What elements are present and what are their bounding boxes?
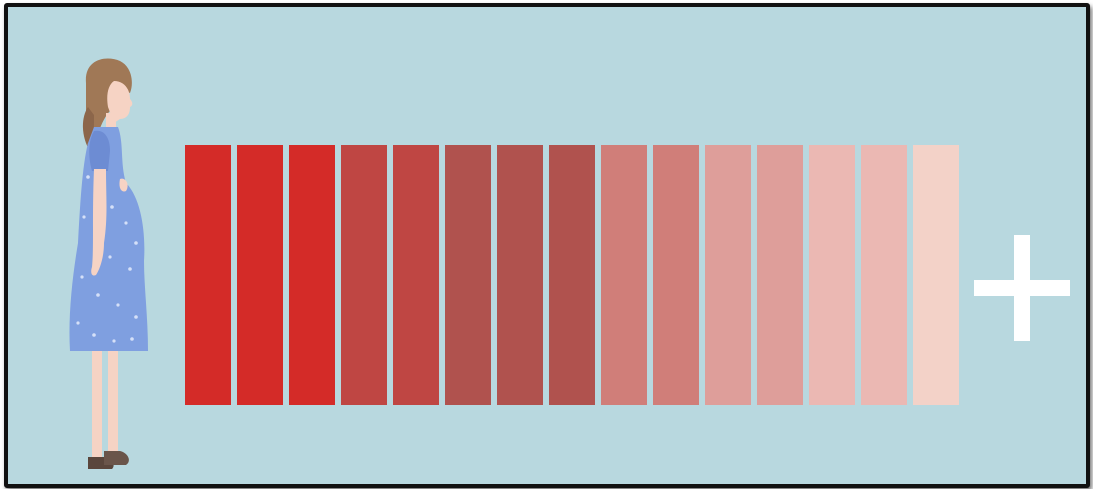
color-bar: [237, 145, 283, 405]
color-bar: [497, 145, 543, 405]
color-bar: [809, 145, 855, 405]
color-bar: [289, 145, 335, 405]
illustration-frame: [4, 3, 1090, 488]
color-bar: [341, 145, 387, 405]
color-bar: [705, 145, 751, 405]
plus-icon: [974, 235, 1070, 341]
color-bar: [601, 145, 647, 405]
color-bar: [549, 145, 595, 405]
pregnant-woman-figure: [48, 47, 178, 487]
color-bar: [393, 145, 439, 405]
color-bar: [861, 145, 907, 405]
color-bar: [913, 145, 959, 405]
color-bar: [185, 145, 231, 405]
color-bar: [653, 145, 699, 405]
color-bar: [757, 145, 803, 405]
color-bar: [445, 145, 491, 405]
